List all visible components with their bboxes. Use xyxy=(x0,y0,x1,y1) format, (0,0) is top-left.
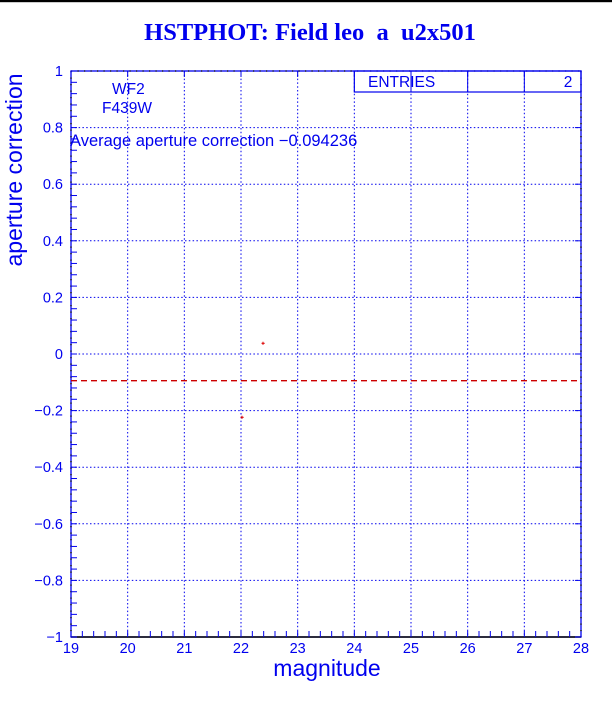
svg-text:−0.6: −0.6 xyxy=(34,517,63,533)
svg-text:26: 26 xyxy=(460,641,476,657)
svg-text:27: 27 xyxy=(516,641,532,657)
svg-text:0.8: 0.8 xyxy=(43,121,63,137)
svg-text:19: 19 xyxy=(63,641,79,657)
svg-text:−0.4: −0.4 xyxy=(34,460,63,476)
svg-text:22: 22 xyxy=(233,641,249,657)
svg-text:0.2: 0.2 xyxy=(43,290,63,306)
svg-text:0.6: 0.6 xyxy=(43,177,63,193)
svg-text:0: 0 xyxy=(55,347,63,363)
svg-text:21: 21 xyxy=(176,641,192,657)
svg-text:28: 28 xyxy=(573,641,589,657)
svg-text:magnitude: magnitude xyxy=(273,655,380,681)
svg-text:F439W: F439W xyxy=(102,100,152,117)
svg-text:20: 20 xyxy=(120,641,136,657)
svg-text:25: 25 xyxy=(403,641,419,657)
svg-text:ENTRIES: ENTRIES xyxy=(368,74,435,91)
svg-text:HSTPHOT: Field leo_a_u2x501: HSTPHOT: Field leo_a_u2x501 xyxy=(144,19,476,46)
svg-text:−1: −1 xyxy=(46,630,63,646)
svg-text:0.4: 0.4 xyxy=(43,234,63,250)
svg-text:−0.8: −0.8 xyxy=(34,573,63,589)
svg-text:1: 1 xyxy=(55,64,63,80)
svg-text:aperture correction: aperture correction xyxy=(1,73,27,266)
svg-text:2: 2 xyxy=(564,74,573,91)
svg-text:−0.2: −0.2 xyxy=(34,404,63,420)
svg-text:WF2: WF2 xyxy=(112,81,145,98)
svg-text:Average aperture correction −0: Average aperture correction −0.094236 xyxy=(70,132,357,150)
